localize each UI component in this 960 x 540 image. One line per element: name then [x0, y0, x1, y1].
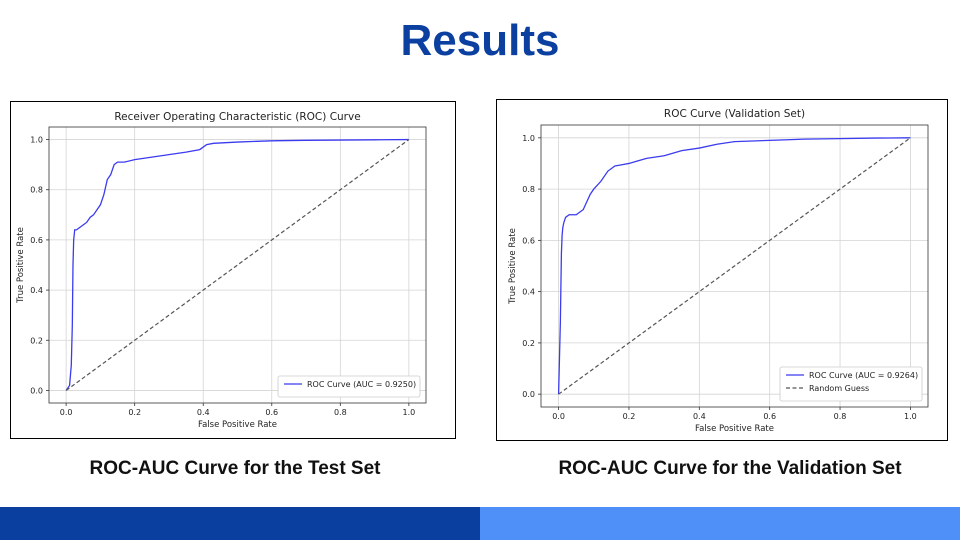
- y-tick-label: 0.6: [522, 236, 535, 245]
- legend-label: Random Guess: [809, 384, 869, 393]
- x-axis-label: False Positive Rate: [695, 424, 774, 434]
- x-tick-label: 1.0: [904, 412, 917, 421]
- y-tick-label: 1.0: [30, 136, 43, 145]
- validation-set-caption: ROC-AUC Curve for the Validation Set: [558, 458, 902, 479]
- x-tick-label: 0.0: [60, 408, 73, 417]
- y-tick-label: 0.0: [30, 386, 43, 395]
- roc-curve-line: [65, 138, 409, 391]
- y-tick-label: 0.4: [30, 286, 43, 295]
- x-axis-label: False Positive Rate: [198, 420, 277, 430]
- x-tick-label: 0.2: [623, 412, 636, 421]
- x-tick-label: 0.0: [552, 412, 565, 421]
- y-tick-label: 0.6: [30, 236, 43, 245]
- x-tick-label: 0.4: [693, 412, 706, 421]
- legend-label: ROC Curve (AUC = 0.9250): [307, 380, 416, 389]
- validation-roc-chart: ROC Curve (Validation Set) 0.0 0.2 0.4 0.6 0.…: [508, 108, 929, 434]
- x-tick-label: 0.4: [197, 408, 210, 417]
- test-roc-chart: Receiver Operating Characteristic (ROC) …: [16, 111, 427, 430]
- y-tick-label: 0.2: [522, 339, 535, 348]
- y-tick-label: 0.8: [522, 185, 535, 194]
- random-guess-line: [65, 139, 410, 391]
- x-tick-label: 0.6: [763, 412, 776, 421]
- random-guess-line: [558, 137, 911, 395]
- footer-bar-right: [480, 507, 960, 540]
- validation-roc-chart-frame: ROC Curve (Validation Set) 0.0 0.2 0.4 0.6 0.…: [496, 99, 948, 441]
- chart-title: ROC Curve (Validation Set): [664, 108, 805, 120]
- y-tick-label: 0.4: [522, 288, 535, 297]
- y-tick-label: 0.8: [30, 186, 43, 195]
- legend-label: ROC Curve (AUC = 0.9264): [809, 371, 918, 380]
- y-tick-label: 1.0: [522, 134, 535, 143]
- x-tick-label: 0.8: [834, 412, 847, 421]
- y-axis-label: True Positive Rate: [16, 227, 26, 304]
- legend-box: [779, 366, 923, 402]
- slide-title: Results: [400, 16, 560, 65]
- x-tick-label: 1.0: [402, 408, 415, 417]
- legend-box: [277, 375, 421, 398]
- footer-bar-left: [0, 507, 480, 540]
- plot-area-border: [540, 124, 929, 408]
- x-tick-label: 0.6: [265, 408, 278, 417]
- y-axis-label: True Positive Rate: [508, 228, 518, 305]
- roc-curve-line: [557, 137, 911, 395]
- x-tick-label: 0.8: [334, 408, 347, 417]
- y-tick-label: 0.2: [30, 336, 43, 345]
- test-roc-chart-frame: Receiver Operating Characteristic (ROC) …: [10, 101, 456, 439]
- x-tick-label: 0.2: [128, 408, 141, 417]
- test-set-caption: ROC-AUC Curve for the Test Set: [89, 458, 381, 479]
- y-tick-label: 0.0: [522, 390, 535, 399]
- plot-area-border: [48, 126, 427, 404]
- chart-title: Receiver Operating Characteristic (ROC) …: [114, 111, 360, 123]
